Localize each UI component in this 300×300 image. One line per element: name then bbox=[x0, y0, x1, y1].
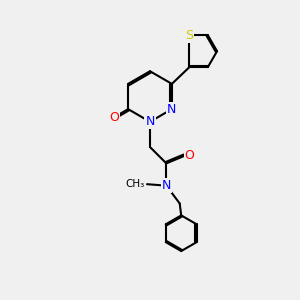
Text: N: N bbox=[162, 179, 171, 192]
Text: S: S bbox=[185, 29, 194, 42]
Text: N: N bbox=[145, 115, 155, 128]
Text: O: O bbox=[109, 111, 119, 124]
Text: N: N bbox=[167, 103, 177, 116]
Text: CH₃: CH₃ bbox=[125, 179, 145, 189]
Text: O: O bbox=[184, 149, 194, 162]
